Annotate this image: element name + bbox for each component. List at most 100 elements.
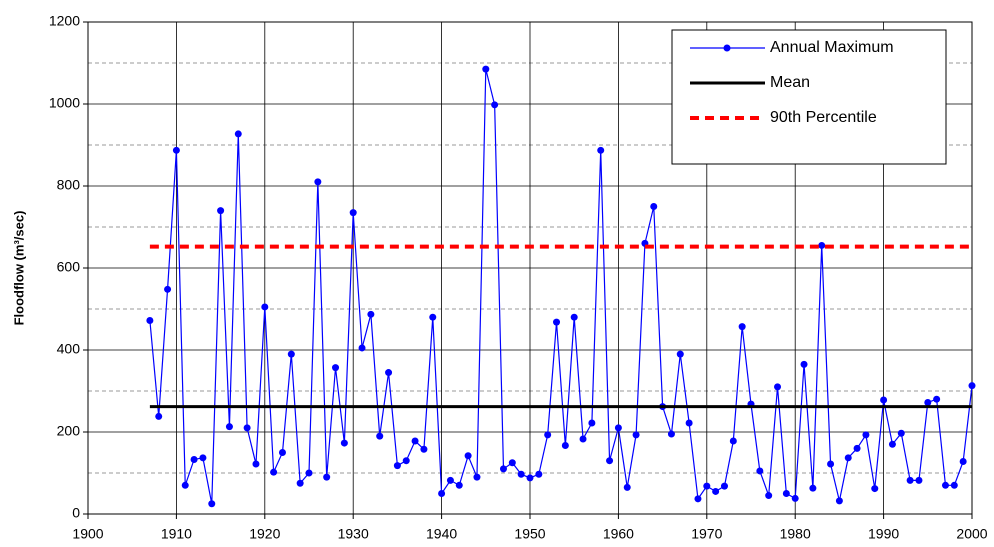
data-point bbox=[933, 395, 941, 403]
x-tick-label: 1970 bbox=[691, 526, 722, 542]
data-point bbox=[588, 419, 596, 427]
x-tick-label: 1980 bbox=[780, 526, 811, 542]
data-point bbox=[871, 485, 879, 493]
data-point bbox=[305, 469, 313, 477]
data-point bbox=[694, 495, 702, 503]
data-point bbox=[818, 241, 826, 249]
data-point bbox=[906, 476, 914, 484]
data-point bbox=[835, 497, 843, 505]
data-point bbox=[685, 419, 693, 427]
data-point bbox=[393, 462, 401, 470]
data-point bbox=[155, 412, 163, 420]
data-point bbox=[844, 454, 852, 462]
data-point bbox=[827, 460, 835, 468]
data-point bbox=[270, 468, 278, 476]
data-point bbox=[650, 203, 658, 210]
x-tick-label: 2000 bbox=[956, 526, 987, 542]
data-point bbox=[712, 487, 720, 495]
data-point bbox=[632, 431, 640, 439]
data-point bbox=[676, 350, 684, 358]
x-tick-label: 1990 bbox=[868, 526, 899, 542]
data-point bbox=[323, 473, 331, 481]
data-point bbox=[314, 178, 322, 186]
x-tick-label: 1910 bbox=[161, 526, 192, 542]
data-point bbox=[491, 101, 499, 109]
data-point bbox=[526, 474, 534, 482]
data-point bbox=[703, 482, 711, 490]
data-point bbox=[385, 369, 393, 377]
x-tick-label: 1930 bbox=[338, 526, 369, 542]
data-point bbox=[208, 500, 216, 508]
data-point bbox=[597, 146, 605, 154]
data-point bbox=[332, 364, 340, 372]
data-point bbox=[349, 209, 357, 217]
legend-label: Annual Maximum bbox=[770, 39, 894, 56]
x-tick-label: 1920 bbox=[249, 526, 280, 542]
plot-frame bbox=[87, 21, 973, 515]
data-point bbox=[756, 467, 764, 475]
x-tick-label: 1960 bbox=[603, 526, 634, 542]
y-tick-label: 200 bbox=[57, 423, 81, 439]
data-point bbox=[261, 303, 269, 311]
x-tick-label: 1900 bbox=[72, 526, 103, 542]
data-point bbox=[252, 460, 260, 468]
data-point bbox=[420, 445, 428, 453]
y-tick-label: 400 bbox=[57, 341, 81, 357]
data-point bbox=[800, 360, 808, 368]
data-point bbox=[941, 481, 949, 489]
data-point bbox=[720, 482, 728, 490]
data-point bbox=[853, 444, 861, 452]
data-point bbox=[473, 473, 481, 481]
data-point bbox=[862, 431, 870, 439]
data-point bbox=[464, 452, 472, 460]
data-point bbox=[146, 316, 154, 324]
data-point bbox=[915, 476, 923, 484]
data-point bbox=[402, 457, 410, 465]
legend-marker bbox=[723, 44, 731, 52]
data-point bbox=[376, 432, 384, 440]
data-point bbox=[765, 492, 773, 500]
data-point bbox=[968, 382, 976, 390]
x-tick-label: 1950 bbox=[514, 526, 545, 542]
x-tick-label: 1940 bbox=[426, 526, 457, 542]
data-point bbox=[172, 146, 180, 154]
data-point bbox=[287, 350, 295, 358]
data-point bbox=[791, 494, 799, 502]
data-point bbox=[217, 207, 225, 215]
data-point bbox=[614, 424, 622, 432]
data-point bbox=[190, 455, 198, 463]
data-point bbox=[880, 396, 888, 404]
data-point bbox=[782, 490, 790, 497]
data-point bbox=[234, 130, 242, 138]
data-point bbox=[446, 476, 454, 484]
data-point bbox=[358, 344, 366, 352]
data-point bbox=[809, 484, 817, 492]
data-point bbox=[225, 423, 233, 431]
data-point bbox=[199, 454, 207, 462]
data-point bbox=[950, 481, 958, 489]
legend-box bbox=[671, 29, 947, 165]
data-point bbox=[367, 310, 375, 318]
y-tick-label: 1200 bbox=[49, 13, 80, 29]
data-point bbox=[508, 459, 516, 467]
data-point bbox=[455, 481, 463, 489]
y-axis-label: Floodflow (m³/sec) bbox=[11, 211, 26, 326]
data-point bbox=[738, 323, 746, 331]
data-point bbox=[729, 437, 737, 445]
data-point bbox=[623, 483, 631, 491]
data-point bbox=[959, 458, 967, 466]
data-point bbox=[278, 449, 286, 456]
data-point bbox=[438, 490, 446, 497]
data-point bbox=[774, 383, 782, 391]
data-point bbox=[667, 430, 675, 438]
data-point bbox=[924, 398, 932, 406]
data-point bbox=[411, 437, 419, 445]
data-point bbox=[561, 442, 569, 450]
data-point bbox=[535, 470, 543, 478]
data-point bbox=[482, 65, 490, 73]
data-point bbox=[888, 440, 896, 448]
y-tick-label: 0 bbox=[72, 505, 80, 521]
y-tick-label: 600 bbox=[57, 259, 81, 275]
data-point bbox=[181, 481, 189, 489]
